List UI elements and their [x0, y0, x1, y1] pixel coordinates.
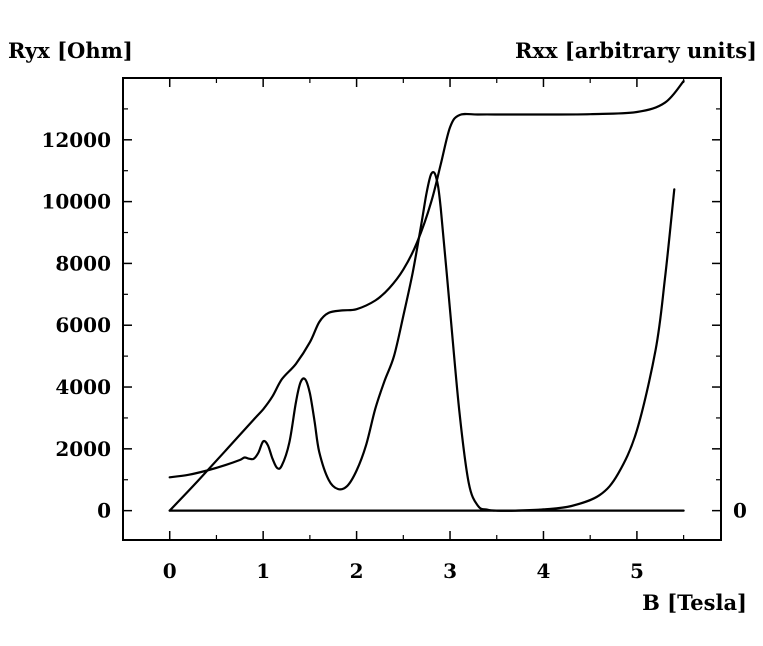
x-tick-label: 0 [163, 559, 177, 583]
y-tick-label: 2000 [55, 437, 111, 461]
y-tick-label: 10000 [41, 190, 111, 214]
y-tick-label: 6000 [55, 313, 111, 337]
x-tick-label: 4 [537, 559, 551, 583]
series-line-2 [168, 171, 676, 512]
x-axis-label: B [Tesla] [642, 590, 747, 615]
series-layer [168, 80, 685, 512]
x-tick-label: 2 [350, 559, 364, 583]
right-tick-label: 0 [733, 499, 747, 523]
y-tick-label: 0 [97, 499, 111, 523]
ticks: 0 1 2 3 4 5 0 2000 4000 6000 8000 10000 12000 0 [41, 78, 747, 583]
plot-frame [122, 77, 722, 541]
y-tick-label: 12000 [41, 128, 111, 152]
x-tick-label: 1 [256, 559, 270, 583]
series-line-1 [168, 80, 685, 512]
x-tick-label: 3 [443, 559, 457, 583]
right-y-axis-label: Rxx [arbitrary units] [515, 38, 757, 63]
left-y-axis-label: Ryx [Ohm] [8, 38, 133, 63]
x-tick-label: 5 [630, 559, 644, 583]
y-tick-label: 8000 [55, 251, 111, 275]
y-tick-label: 4000 [55, 375, 111, 399]
